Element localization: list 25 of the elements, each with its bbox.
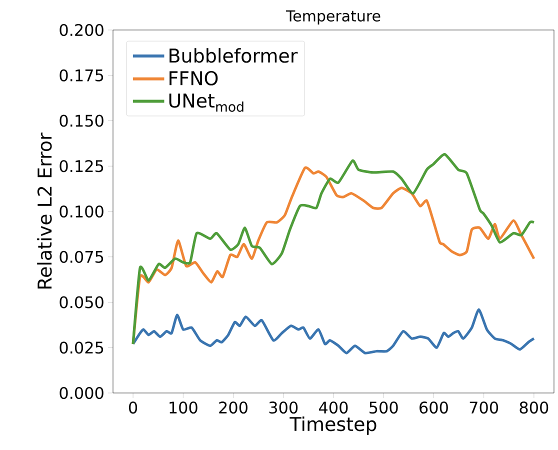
legend-label: UNet$_{mod}$	[169, 94, 244, 112]
x-tick-label: 0	[129, 402, 138, 414]
chart-title: Temperature	[286, 10, 380, 24]
y-axis-title: Relative L2 Error	[37, 132, 52, 288]
y-tick-label: 0.075	[60, 250, 104, 263]
x-tick-label: 300	[269, 402, 298, 414]
x-axis-title: Timestep	[290, 416, 376, 435]
legend-label: FFNO	[170, 71, 218, 86]
y-tick-label: 0.025	[60, 342, 104, 354]
x-tick-label: 400	[319, 402, 348, 414]
x-tick-label: 700	[470, 402, 498, 414]
y-tick-label: 0.125	[60, 160, 104, 172]
x-tick-label: 100	[170, 402, 198, 414]
x-tick-label: 600	[420, 402, 448, 414]
y-tick-label: 0.050	[60, 296, 104, 308]
y-tick-label: 0.150	[60, 114, 104, 127]
line-series	[132, 308, 536, 354]
x-tick-label: 800	[520, 402, 548, 414]
y-tick-label: 0.200	[60, 24, 104, 36]
y-tick-label: 0.175	[60, 69, 104, 82]
y-tick-label: 0.100	[60, 205, 104, 218]
legend-label: Bubbleformer	[170, 48, 298, 63]
y-tick-label: 0.000	[60, 386, 104, 400]
x-tick-label: 200	[219, 402, 248, 414]
x-tick-label: 500	[370, 402, 398, 414]
